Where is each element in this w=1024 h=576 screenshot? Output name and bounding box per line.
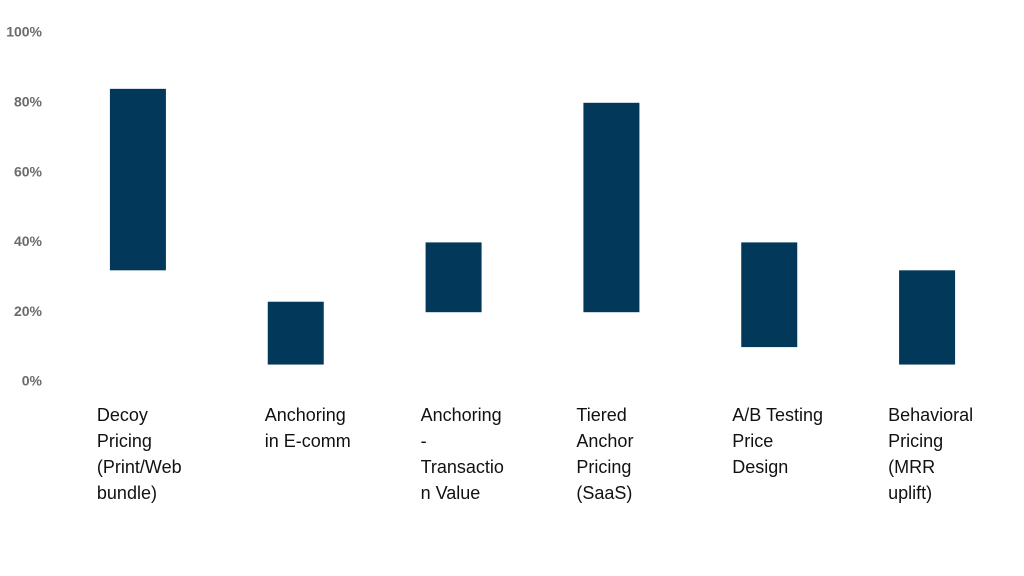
x-tick-label: bundle): [97, 483, 157, 503]
x-tick-label: Tiered: [576, 405, 626, 425]
x-tick-label: n Value: [421, 483, 481, 503]
x-tick-label: Anchoring: [265, 405, 346, 425]
bar: [267, 301, 324, 365]
x-tick-label: A/B Testing: [732, 405, 823, 425]
bar: [741, 242, 798, 348]
y-tick-label: 60%: [14, 163, 43, 179]
x-tick-label: Design: [732, 457, 788, 477]
bar: [899, 270, 956, 365]
y-tick-label: 100%: [6, 24, 42, 40]
x-tick-label: Behavioral: [888, 405, 973, 425]
bar: [583, 102, 640, 313]
x-tick-label: (Print/Web: [97, 457, 182, 477]
bar: [425, 242, 482, 313]
y-tick-label: 80%: [14, 94, 43, 110]
x-tick-label: in E-comm: [265, 431, 351, 451]
bar: [109, 88, 166, 271]
x-tick-label: -: [421, 431, 427, 451]
x-tick-label: (MRR: [888, 457, 935, 477]
x-tick-label: Decoy: [97, 405, 148, 425]
x-tick-label: uplift): [888, 483, 932, 503]
x-tick-label: Pricing: [576, 457, 631, 477]
x-tick-label: Pricing: [97, 431, 152, 451]
x-tick-label: Transactio: [421, 457, 504, 477]
y-tick-label: 40%: [14, 233, 43, 249]
x-tick-label: Price: [732, 431, 773, 451]
y-tick-label: 20%: [14, 303, 43, 319]
x-tick-label: Anchoring: [421, 405, 502, 425]
x-tick-label: Anchor: [576, 431, 633, 451]
y-tick-label: 0%: [22, 373, 43, 389]
x-tick-label: (SaaS): [576, 483, 632, 503]
x-tick-label: Pricing: [888, 431, 943, 451]
